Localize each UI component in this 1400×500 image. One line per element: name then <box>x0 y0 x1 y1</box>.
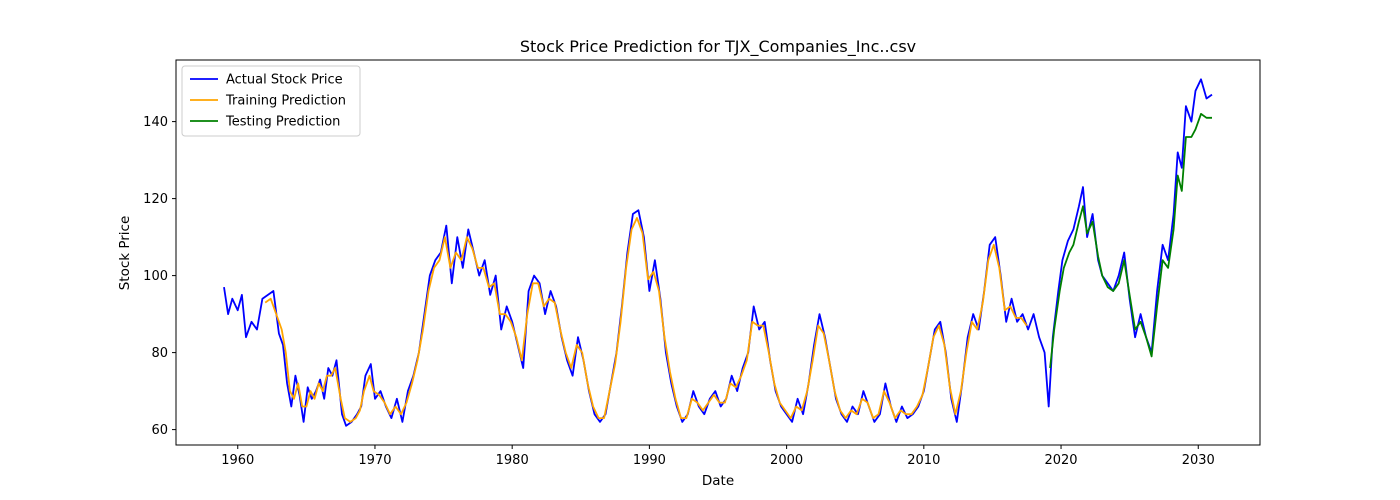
x-tick-label: 2030 <box>1182 453 1215 468</box>
x-axis: 1960 1970 1980 1990 2000 2010 2020 2030 <box>221 445 1215 468</box>
y-tick-label: 120 <box>143 192 168 207</box>
x-tick-label: 1990 <box>633 453 666 468</box>
legend-entry-label: Training Prediction <box>225 94 346 109</box>
x-tick-label: 1960 <box>221 453 254 468</box>
y-tick-label: 80 <box>151 346 168 361</box>
legend-entry-label: Testing Prediction <box>225 115 340 130</box>
y-axis: 60 80 100 120 140 <box>143 115 176 438</box>
legend-entry-label: Actual Stock Price <box>226 73 343 88</box>
series-line-training-prediction <box>264 217 1028 423</box>
plot-frame <box>175 59 1261 446</box>
x-tick-label: 2010 <box>907 453 940 468</box>
x-tick-label: 2020 <box>1044 453 1077 468</box>
y-tick-label: 60 <box>151 423 168 438</box>
x-tick-label: 1980 <box>496 453 529 468</box>
x-axis-label: Date <box>702 473 734 489</box>
y-tick-label: 140 <box>143 115 168 130</box>
x-tick-label: 1970 <box>358 453 391 468</box>
legend: Actual Stock Price Training Prediction Tes… <box>181 65 361 137</box>
y-axis-label: Stock Price <box>117 216 133 291</box>
y-tick-label: 100 <box>143 269 168 284</box>
chart-title: Stock Price Prediction for TJX_Companies… <box>520 37 916 57</box>
plot-area <box>175 59 1261 446</box>
legend-box <box>181 65 361 137</box>
series-line-testing-prediction <box>1049 113 1212 369</box>
series-line-actual-stock-price <box>223 78 1213 427</box>
x-tick-label: 2000 <box>770 453 803 468</box>
